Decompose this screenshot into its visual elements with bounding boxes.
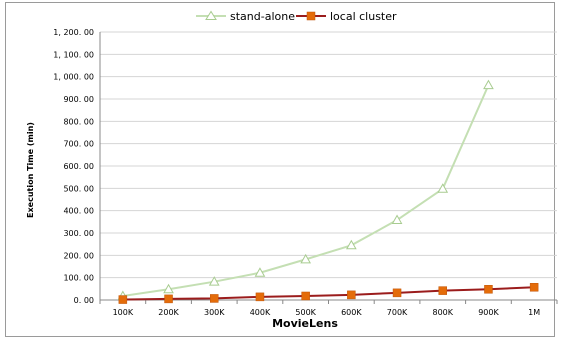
series bbox=[117, 79, 539, 304]
y-tick-label: 500. 00 bbox=[63, 184, 94, 193]
data-point bbox=[438, 286, 447, 295]
data-point bbox=[347, 290, 356, 300]
axes bbox=[99, 32, 558, 304]
x-tick-labels: 100K 200K 300K 400K 500K 600K 700K 800K 900K 1M bbox=[113, 308, 541, 317]
data-point bbox=[163, 283, 174, 294]
data-point bbox=[208, 276, 220, 286]
legend-label-stand-alone: stand-alone bbox=[230, 10, 295, 23]
y-tick-label: 300. 00 bbox=[63, 229, 94, 238]
x-tick-label: 500K bbox=[295, 308, 316, 317]
series-local-cluster bbox=[118, 283, 539, 304]
y-tick-label: 400. 00 bbox=[63, 207, 94, 216]
x-tick-label: 1M bbox=[528, 308, 540, 317]
y-tick-labels: 0. 00 100. 00 200. 00 300. 00 400. 00 500. 00… bbox=[53, 28, 94, 305]
data-point bbox=[164, 294, 173, 304]
x-tick-label: 200K bbox=[158, 308, 179, 317]
legend-label-local-cluster: local cluster bbox=[330, 10, 397, 23]
x-tick-label: 600K bbox=[341, 308, 362, 317]
y-tick-label: 900. 00 bbox=[63, 95, 94, 104]
data-point bbox=[483, 79, 494, 90]
data-point bbox=[301, 291, 310, 301]
series-stand-alone bbox=[117, 79, 494, 300]
legend-marker-local-cluster bbox=[306, 11, 316, 21]
y-tick-label: 0. 00 bbox=[74, 296, 94, 305]
data-point bbox=[255, 292, 265, 302]
series-line bbox=[122, 286, 535, 301]
data-point bbox=[437, 183, 449, 193]
gridlines bbox=[100, 31, 557, 279]
y-tick-label: 1, 000. 00 bbox=[53, 73, 94, 82]
x-tick-label: 900K bbox=[478, 308, 499, 317]
x-axis-title: MovieLens bbox=[272, 317, 338, 330]
x-tick-label: 100K bbox=[113, 308, 134, 317]
data-point bbox=[254, 267, 266, 277]
y-tick-label: 100. 00 bbox=[63, 274, 94, 283]
y-axis-title: Execution Time (min) bbox=[26, 122, 35, 218]
data-point bbox=[484, 285, 493, 294]
x-tick-label: 300K bbox=[204, 308, 225, 317]
y-tick-label: 1, 100. 00 bbox=[53, 50, 94, 59]
y-tick-label: 600. 00 bbox=[63, 162, 94, 171]
series-line bbox=[122, 84, 490, 297]
legend-marker-stand-alone bbox=[205, 10, 217, 20]
chart-frame bbox=[5, 2, 555, 337]
y-tick-label: 800. 00 bbox=[63, 117, 94, 126]
data-point bbox=[118, 295, 128, 304]
data-point bbox=[210, 294, 219, 303]
data-point bbox=[391, 214, 403, 225]
x-tick-label: 400K bbox=[250, 308, 271, 317]
x-tick-label: 800K bbox=[432, 308, 453, 317]
data-point bbox=[529, 283, 539, 292]
data-point bbox=[345, 239, 357, 250]
data-point bbox=[392, 288, 402, 298]
y-tick-label: 1, 200. 00 bbox=[53, 28, 94, 37]
x-tick-label: 700K bbox=[387, 308, 408, 317]
legend: stand-alone local cluster bbox=[196, 10, 397, 23]
data-point bbox=[300, 253, 312, 264]
y-tick-label: 700. 00 bbox=[63, 140, 94, 149]
y-tick-label: 200. 00 bbox=[63, 251, 94, 260]
